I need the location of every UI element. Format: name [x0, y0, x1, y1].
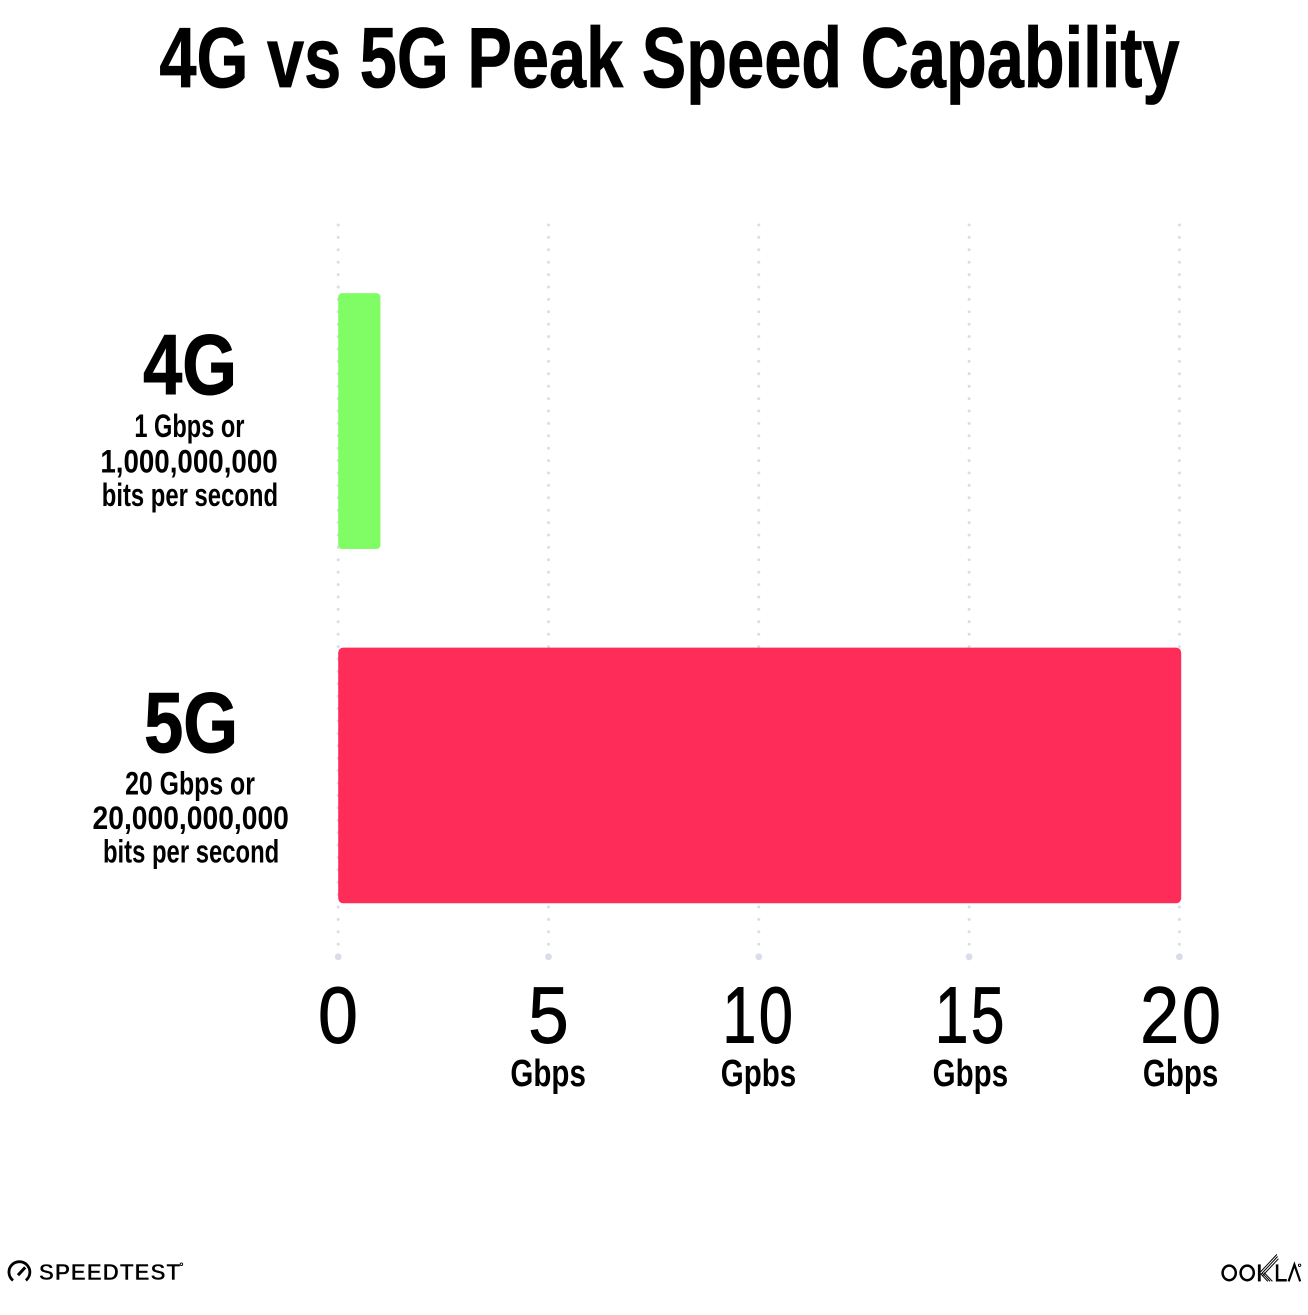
svg-text:Gpbs: Gpbs	[721, 1052, 796, 1094]
svg-text:0: 0	[318, 971, 358, 1061]
svg-text:SPEEDTEST: SPEEDTEST	[39, 1259, 181, 1285]
svg-text:bits per second: bits per second	[102, 477, 278, 513]
svg-text:10: 10	[722, 971, 795, 1061]
svg-text:4G vs 5G Peak Speed Capability: 4G vs 5G Peak Speed Capability	[159, 11, 1180, 106]
svg-text:Gbps: Gbps	[933, 1052, 1008, 1094]
svg-text:1,000,000,000: 1,000,000,000	[100, 445, 277, 480]
svg-text:4G: 4G	[143, 317, 237, 413]
svg-text:15: 15	[935, 971, 1007, 1060]
svg-text:20: 20	[1140, 970, 1223, 1059]
svg-text:Gbps: Gbps	[1143, 1052, 1218, 1094]
svg-text:Gbps: Gbps	[510, 1052, 585, 1094]
svg-text:5: 5	[528, 971, 569, 1060]
svg-text:20,000,000,000: 20,000,000,000	[93, 801, 289, 836]
svg-text:1 Gbps or: 1 Gbps or	[134, 408, 244, 443]
svg-text:5G: 5G	[144, 675, 238, 771]
svg-text:bits per second: bits per second	[103, 833, 279, 869]
svg-text:20 Gbps or: 20 Gbps or	[125, 766, 255, 802]
